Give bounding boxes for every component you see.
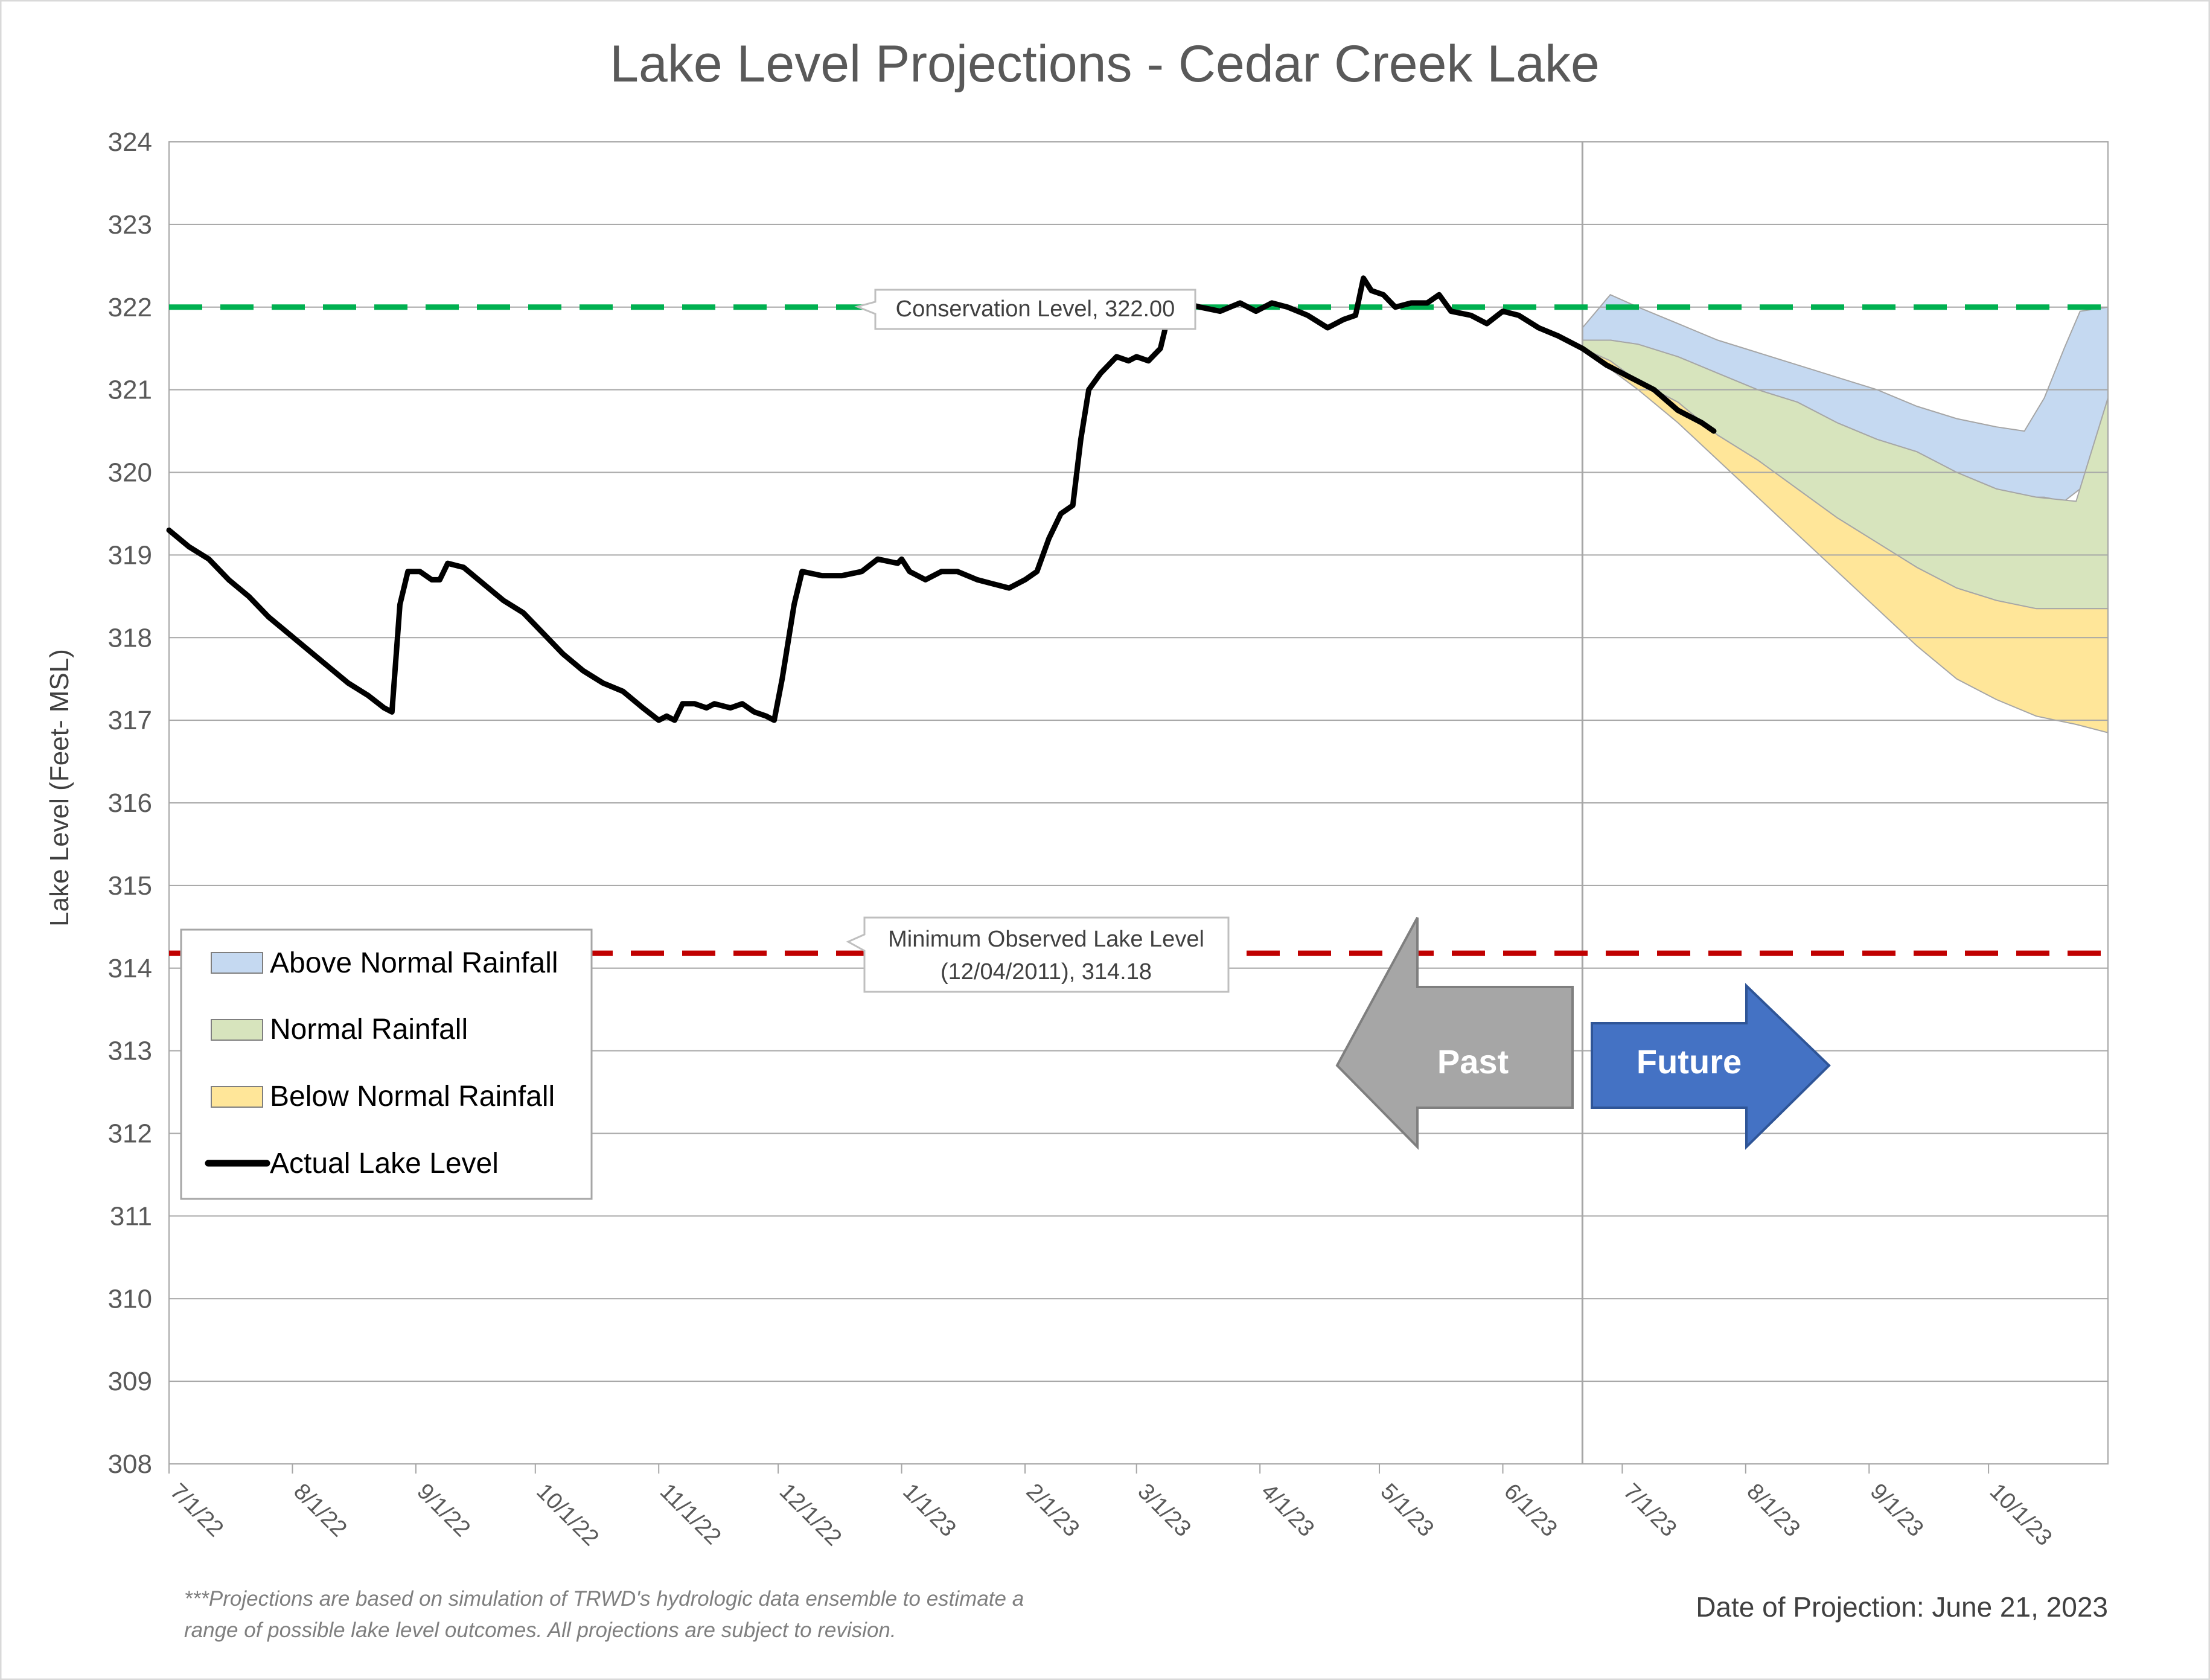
y-tick-label: 320 (108, 458, 152, 488)
conservation-level-label: Conservation Level, 322.00 (896, 296, 1175, 322)
legend-swatch-below (211, 1086, 263, 1108)
y-tick-label: 313 (108, 1036, 152, 1066)
minimum-level-callout: Minimum Observed Lake Level (12/04/2011)… (846, 916, 1230, 993)
y-tick-labels: 308 309 310 311 312 313 314 315 316 317 318 319 320 3… (108, 127, 152, 1479)
legend-box (180, 928, 593, 1200)
legend-swatch-above (211, 952, 263, 974)
y-tick-label: 310 (108, 1284, 152, 1314)
conservation-level-callout: Conservation Level, 322.00 (854, 289, 1196, 330)
legend: Above Normal Rainfall Normal Rainfall Be… (180, 928, 593, 1200)
past-arrow: Past (1335, 917, 1574, 1150)
past-arrow-label: Past (1437, 1043, 1509, 1081)
y-tick-label: 318 (108, 623, 152, 653)
y-tick-label: 309 (108, 1367, 152, 1396)
projection-bands (1582, 293, 2109, 733)
y-tick-label: 324 (108, 127, 152, 157)
legend-swatch-normal (211, 1019, 263, 1041)
y-tick-label: 315 (108, 871, 152, 901)
y-tick-label: 317 (108, 706, 152, 735)
actual-lake-level-line (166, 275, 1717, 723)
y-tick-label: 323 (108, 210, 152, 240)
projection-date-label: Date of Projection: June 21, 2023 (1696, 1591, 2108, 1623)
y-tick-label: 308 (108, 1449, 152, 1479)
legend-label-below: Below Normal Rainfall (270, 1081, 555, 1113)
y-tick-label: 314 (108, 954, 152, 983)
legend-label-above: Above Normal Rainfall (270, 947, 558, 979)
minimum-level-label-line2: (12/04/2011), 314.18 (941, 959, 1152, 985)
actual-lake-level-layer (166, 275, 1717, 723)
minimum-level-label-line1: Minimum Observed Lake Level (888, 927, 1204, 952)
legend-label-actual: Actual Lake Level (270, 1148, 499, 1180)
future-arrow-shape (1591, 983, 1831, 1150)
future-arrow-label: Future (1637, 1043, 1742, 1081)
plot-area-frame (168, 141, 2109, 1464)
chart-title: Lake Level Projections - Cedar Creek Lak… (610, 35, 1600, 93)
y-tick-label: 312 (108, 1119, 152, 1149)
y-tick-label: 319 (108, 540, 152, 570)
y-tick-label: 316 (108, 788, 152, 818)
y-axis-label: Lake Level (Feet- MSL) (45, 649, 74, 927)
legend-label-normal: Normal Rainfall (270, 1014, 468, 1046)
future-arrow: Future (1591, 983, 1831, 1150)
footnote-line1: ***Projections are based on simulation o… (184, 1587, 1024, 1611)
past-arrow-shape (1335, 917, 1574, 1150)
footnote-line2: range of possible lake level outcomes. A… (184, 1618, 896, 1642)
y-tick-label: 311 (110, 1201, 152, 1231)
y-tick-label: 322 (108, 293, 152, 322)
y-tick-label: 321 (108, 375, 152, 405)
